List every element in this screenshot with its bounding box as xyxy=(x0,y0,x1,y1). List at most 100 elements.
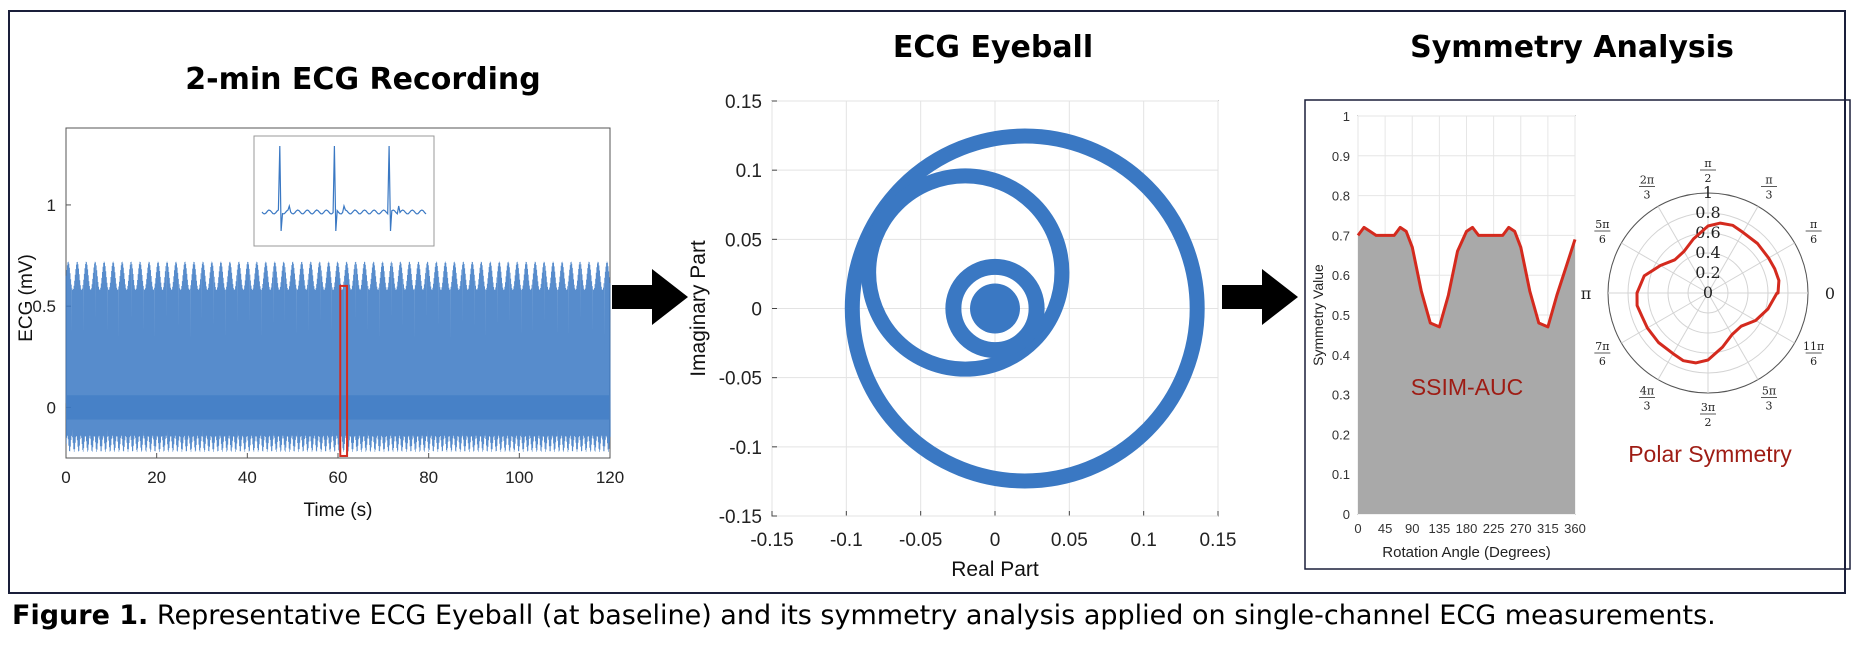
polar-angle-grid xyxy=(1707,206,1759,294)
symmetry-panel-frame xyxy=(1304,99,1851,570)
auc-y-tick: 0.1 xyxy=(1332,467,1350,482)
auc-x-tick: 135 xyxy=(1429,521,1451,536)
polar-angle-numerator: π xyxy=(1704,157,1711,170)
auc-y-tick: 0.7 xyxy=(1332,228,1350,243)
auc-x-tick: 90 xyxy=(1405,521,1419,536)
eyeball-x-tick: -0.05 xyxy=(899,530,942,551)
eyeball-x-tick: 0.15 xyxy=(1200,530,1237,551)
polar-angle-label: π xyxy=(1581,284,1592,303)
flow-arrow xyxy=(1222,269,1298,325)
polar-angle-numerator: 2π xyxy=(1640,173,1654,186)
eyeball-y-tick: -0.05 xyxy=(719,369,762,390)
auc-x-tick: 45 xyxy=(1378,521,1392,536)
figure-frame xyxy=(8,10,1846,594)
polar-r-tick: 1 xyxy=(1703,183,1713,202)
polar-angle-grid xyxy=(1707,292,1795,344)
polar-r-tick: 0.6 xyxy=(1695,223,1720,242)
eyeball-y-tick: 0.05 xyxy=(725,230,762,251)
polar-r-tick: 0 xyxy=(1703,283,1713,302)
eyeball-y-tick: 0.1 xyxy=(736,161,762,182)
auc-y-tick: 0.2 xyxy=(1332,427,1350,442)
eyeball-x-tick: 0.05 xyxy=(1051,530,1088,551)
auc-y-tick: 0.8 xyxy=(1332,189,1350,204)
eyeball-loop-inner xyxy=(945,258,1045,359)
polar-angle-grid xyxy=(1707,242,1795,294)
caption-label: Figure 1. xyxy=(12,600,149,631)
auc-y-tick: 0.9 xyxy=(1332,149,1350,164)
eyeball-xlabel: Real Part xyxy=(951,558,1039,581)
eyeball-ylabel: Imaginary Part xyxy=(687,240,710,377)
polar-angle-grid xyxy=(1657,292,1709,380)
polar-angle-grid xyxy=(1621,242,1709,294)
polar-angle-numerator: 4π xyxy=(1640,385,1654,398)
recording-ylabel: ECG (mV) xyxy=(16,254,37,342)
polar-annotation: Polar Symmetry xyxy=(1628,441,1792,467)
polar-angle-grid xyxy=(1621,292,1709,344)
polar-r-tick: 0.8 xyxy=(1695,203,1720,222)
recording-x-tick: 0 xyxy=(61,468,70,487)
polar-angle-denominator: 2 xyxy=(1704,172,1711,185)
polar-angle-denominator: 6 xyxy=(1810,355,1817,368)
eyeball-x-tick: 0 xyxy=(990,530,1001,551)
eyeball-loop-outer xyxy=(844,128,1205,489)
recording-xlabel: Time (s) xyxy=(304,500,373,521)
flow-arrow xyxy=(612,269,688,325)
eyeball-y-tick: 0 xyxy=(751,300,762,321)
polar-angle-numerator: 11π xyxy=(1803,340,1824,353)
polar-curve xyxy=(1635,221,1781,365)
recording-inset-trace xyxy=(261,145,427,232)
polar-angle-numerator: π xyxy=(1810,218,1817,231)
polar-angle-denominator: 6 xyxy=(1599,355,1606,368)
eyeball-x-tick: -0.15 xyxy=(750,530,793,551)
recording-title: 2-min ECG Recording xyxy=(185,62,541,97)
auc-y-tick: 0 xyxy=(1343,507,1350,522)
auc-ylabel: Symmetry Value xyxy=(1310,264,1326,366)
eyeball-title: ECG Eyeball xyxy=(892,30,1094,65)
auc-x-tick: 315 xyxy=(1537,521,1559,536)
polar-angle-label: 0 xyxy=(1825,284,1835,303)
auc-x-tick: 225 xyxy=(1483,521,1505,536)
polar-angle-numerator: π xyxy=(1765,173,1772,186)
auc-x-tick: 270 xyxy=(1510,521,1532,536)
recording-x-tick: 120 xyxy=(596,468,624,487)
polar-angle-grid xyxy=(1707,292,1759,380)
recording-y-tick: 1 xyxy=(47,196,56,215)
polar-angle-denominator: 3 xyxy=(1765,188,1772,201)
eyeball-core xyxy=(970,283,1020,334)
polar-angle-denominator: 3 xyxy=(1644,400,1651,413)
eyeball-x-tick: -0.1 xyxy=(830,530,863,551)
polar-angle-denominator: 6 xyxy=(1810,233,1817,246)
polar-angle-numerator: 3π xyxy=(1701,401,1715,414)
auc-x-tick: 360 xyxy=(1564,521,1586,536)
recording-y-tick: 0.5 xyxy=(32,297,56,316)
eyeball-y-tick: -0.1 xyxy=(729,438,762,459)
polar-angle-denominator: 3 xyxy=(1766,400,1773,413)
auc-y-tick: 0.6 xyxy=(1332,268,1350,283)
eyeball-x-tick: 0.1 xyxy=(1130,530,1156,551)
polar-angle-grid xyxy=(1657,206,1709,294)
auc-y-tick: 0.3 xyxy=(1332,388,1350,403)
ecg-signal-trace xyxy=(65,261,611,452)
recording-inset-frame xyxy=(253,135,435,247)
caption-text: Representative ECG Eyeball (at baseline)… xyxy=(156,600,1716,631)
auc-annotation: SSIM-AUC xyxy=(1411,374,1523,400)
recording-x-tick: 100 xyxy=(505,468,533,487)
eyeball-y-tick: -0.15 xyxy=(719,507,762,528)
eyeball-y-tick: 0.15 xyxy=(725,92,762,113)
ecg-baseline-band xyxy=(67,395,609,420)
polar-angle-numerator: 5π xyxy=(1595,218,1609,231)
auc-y-tick: 0.4 xyxy=(1332,348,1350,363)
recording-x-tick: 80 xyxy=(419,468,438,487)
polar-r-tick: 0.2 xyxy=(1695,263,1720,282)
figure-caption: Figure 1. Representative ECG Eyeball (at… xyxy=(12,600,1716,631)
auc-curve xyxy=(1356,225,1577,329)
recording-x-tick: 20 xyxy=(147,468,166,487)
symmetry-title: Symmetry Analysis xyxy=(1410,30,1734,65)
auc-x-tick: 180 xyxy=(1456,521,1478,536)
polar-angle-denominator: 2 xyxy=(1705,416,1712,429)
auc-y-tick: 0.5 xyxy=(1332,308,1350,323)
polar-angle-denominator: 3 xyxy=(1643,188,1650,201)
auc-area xyxy=(1358,227,1575,514)
recording-highlight-window xyxy=(339,284,349,457)
